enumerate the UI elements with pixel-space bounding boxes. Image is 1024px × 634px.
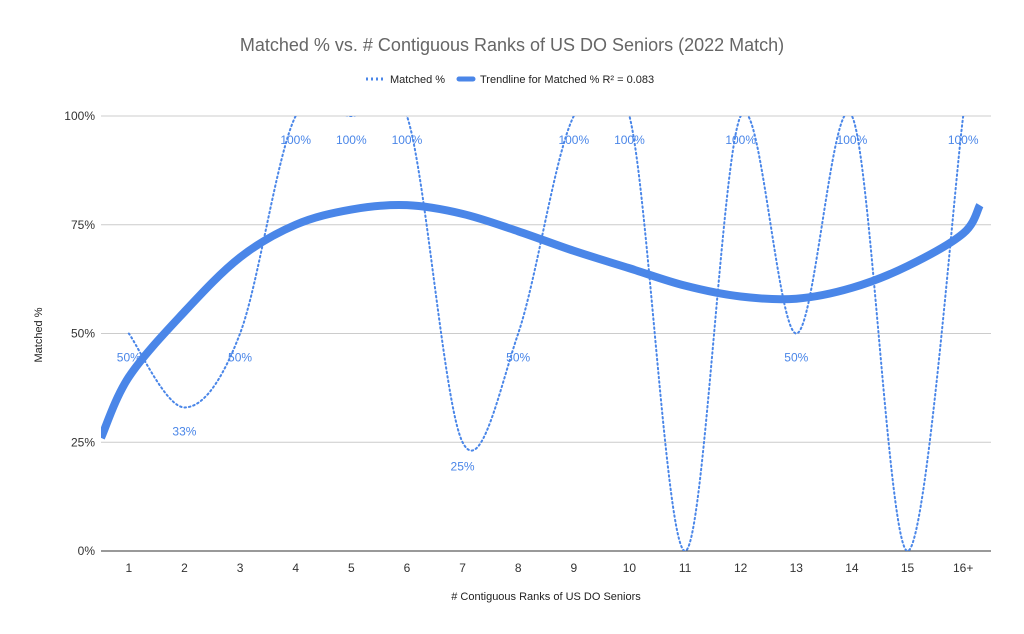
x-tick-label: 7 <box>459 561 466 575</box>
data-label-point-5: 100% <box>336 133 367 147</box>
x-tick-label: 6 <box>404 561 411 575</box>
x-tick-label: 12 <box>734 561 748 575</box>
x-tick-label: 8 <box>515 561 522 575</box>
legend: Matched % Trendline for Matched % R² = 0… <box>366 74 654 86</box>
x-tick-label: 9 <box>570 561 577 575</box>
y-axis-label: Matched % <box>33 307 45 362</box>
x-tick-label: 13 <box>790 561 804 575</box>
series-layer <box>101 116 984 551</box>
data-label-point-1: 50% <box>117 351 141 365</box>
data-label-point-2: 33% <box>172 424 196 438</box>
y-axis-ticks: 0% 25% 50% 75% 100% <box>64 109 95 558</box>
series-line-matched <box>127 116 965 551</box>
x-tick-label: 10 <box>623 561 637 575</box>
x-tick-label: 14 <box>845 561 859 575</box>
y-tick-label: 100% <box>64 109 95 123</box>
data-label-point-6: 100% <box>392 133 423 147</box>
data-label-point-10: 100% <box>614 133 645 147</box>
x-tick-label: 5 <box>348 561 355 575</box>
x-axis-label: # Contiguous Ranks of US DO Seniors <box>451 591 641 603</box>
legend-label-trendline: Trendline for Matched % R² = 0.083 <box>480 74 654 86</box>
x-tick-label: 11 <box>679 561 692 575</box>
data-label-point-14: 100% <box>837 133 868 147</box>
data-label-point-12: 100% <box>725 133 756 147</box>
x-tick-label: 4 <box>292 561 299 575</box>
legend-label-matched: Matched % <box>390 74 445 86</box>
x-tick-label: 1 <box>125 561 132 575</box>
grid <box>101 115 991 552</box>
x-tick-label: 16+ <box>953 561 973 575</box>
data-label-point-4: 100% <box>280 133 311 147</box>
x-tick-label: 3 <box>237 561 244 575</box>
x-axis-ticks: 1 2 3 4 5 6 7 8 9 10 11 12 13 14 15 16+ <box>125 561 973 575</box>
chart-title: Matched % vs. # Contiguous Ranks of US D… <box>240 35 784 55</box>
data-label-point-13: 50% <box>784 351 808 365</box>
trendline <box>101 201 984 440</box>
data-label-point-8: 50% <box>506 351 530 365</box>
x-tick-label: 2 <box>181 561 188 575</box>
data-label-point-16: 100% <box>948 133 979 147</box>
y-tick-label: 75% <box>71 218 95 232</box>
y-tick-label: 25% <box>71 435 95 449</box>
y-tick-label: 50% <box>71 327 95 341</box>
y-tick-label: 0% <box>78 544 96 558</box>
data-labels: 50% 33% 50% 100% 100% 100% 25% 50% 100% 100% 100% 5… <box>117 133 979 473</box>
data-label-point-3: 50% <box>228 351 252 365</box>
x-tick-label: 15 <box>901 561 915 575</box>
data-label-point-7: 25% <box>451 459 475 473</box>
data-label-point-9: 100% <box>558 133 589 147</box>
